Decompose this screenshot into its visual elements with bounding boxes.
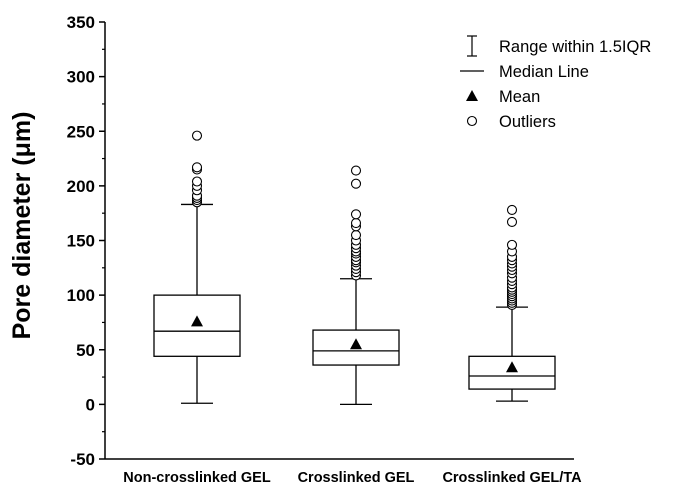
y-tick-label: 50 [76, 341, 95, 360]
outlier-point [191, 162, 203, 173]
outlier-point [506, 216, 518, 227]
legend: Range within 1.5IQR Median Line Mean Outlie… [460, 35, 651, 131]
mean-marker [506, 361, 518, 373]
outlier-point [191, 130, 203, 141]
legend-item: Outliers [466, 113, 556, 131]
x-category-label: Non-crosslinked GEL [123, 470, 271, 486]
mean-marker [350, 338, 362, 350]
legend-item: Mean [466, 88, 540, 106]
outlier-point [506, 204, 518, 215]
outlier-point [350, 209, 362, 220]
legend-label: Median Line [499, 63, 589, 81]
legend-outlier-symbol [466, 115, 478, 127]
y-axis-title: Pore diameter (μm) [8, 112, 36, 340]
outlier-point [350, 165, 362, 176]
box-group [468, 204, 556, 402]
x-category-label: Crosslinked GEL/TA [442, 470, 582, 486]
outlier-point [350, 217, 362, 229]
legend-label: Range within 1.5IQR [499, 38, 651, 56]
y-tick-label: 300 [67, 68, 95, 87]
y-tick-label: 200 [67, 177, 95, 196]
outlier-point [350, 229, 362, 241]
y-axis-ticks: -50 0 50 100 150 200 250 300 350 [67, 13, 105, 469]
legend-label: Mean [499, 88, 540, 106]
outlier-point [506, 239, 518, 250]
x-axis-category-labels: Non-crosslinked GEL Crosslinked GEL Crossl… [123, 470, 582, 486]
legend-item: Range within 1.5IQR [467, 35, 651, 57]
iqr-box [468, 355, 556, 390]
y-tick-label: 100 [67, 286, 95, 305]
outlier-point [191, 176, 203, 187]
y-tick-label: 250 [67, 122, 95, 141]
outlier-point [350, 178, 362, 189]
box-series [153, 130, 556, 406]
y-tick-label: 350 [67, 13, 95, 32]
legend-label: Outliers [499, 113, 556, 131]
box-group [153, 130, 241, 404]
y-tick-label: 150 [67, 232, 95, 251]
legend-mean-symbol [466, 90, 478, 101]
mean-marker [191, 315, 203, 327]
legend-item: Median Line [460, 63, 589, 81]
box-group [312, 165, 400, 406]
x-category-label: Crosslinked GEL [298, 470, 415, 486]
y-tick-label: -50 [70, 450, 95, 469]
y-tick-label: 0 [86, 395, 95, 414]
